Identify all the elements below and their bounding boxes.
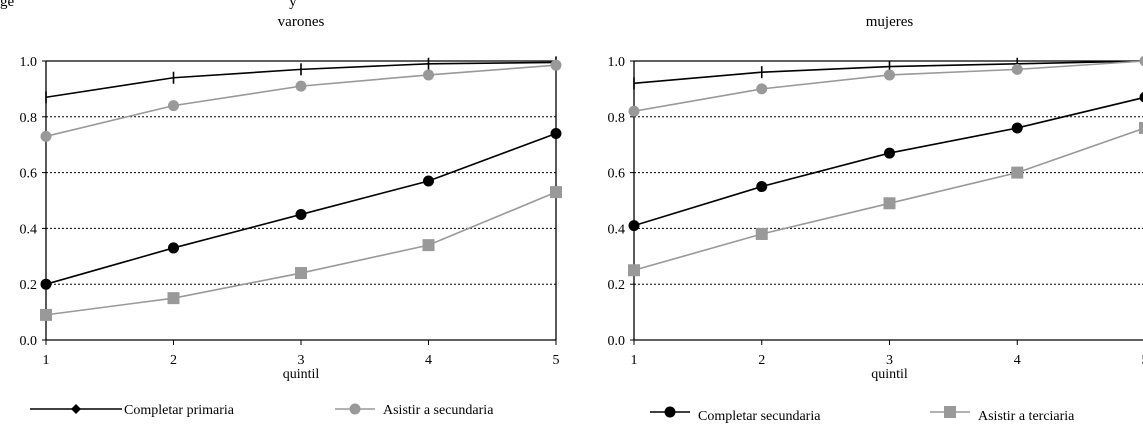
x-axis-label: quintil [871,367,908,382]
y-tick-label: 0.0 [608,334,626,349]
chart-title: varones [278,14,325,30]
series-completar-secundaria [628,92,1143,232]
figure-header: ge y [0,0,297,11]
series-asistir-a-secundaria [40,59,562,142]
data-point [884,147,895,159]
y-tick-label: 0.0 [20,334,38,349]
y-tick-label: 0.6 [608,167,626,182]
data-point [423,69,434,81]
chart-panel-mujeres: mujeres 0.0 0.2 0.4 0.6 0.8 1.0 1 2 3 4 5 quintil [608,14,1143,382]
y-tick-label: 0.2 [608,278,626,293]
legend-left: Completar primaria Asistir a secundaria [30,403,494,418]
data-point [1011,122,1023,134]
data-point [168,242,179,254]
chart-title: mujeres [866,14,914,30]
data-point [1139,121,1143,134]
series-line [633,60,1143,113]
data-point [167,292,180,305]
data-point [1011,63,1023,75]
series-line [45,64,557,138]
x-tick-label: 2 [170,353,177,368]
legend-right: Completar secundaria Asistir a terciaria [650,406,1075,424]
series-asistir-a-secundaria [628,55,1143,117]
x-tick-label: 4 [1014,353,1021,368]
y-tick-label: 0.6 [20,167,38,182]
legend-marker [944,406,956,418]
legend-label: Asistir a terciaria [978,409,1075,424]
legend-marker [71,404,81,414]
header-fragment: ge [0,0,15,10]
series-completar-secundaria [40,128,562,290]
legend-label: Asistir a secundaria [383,403,494,418]
data-point [884,69,895,81]
data-point [1011,166,1024,179]
data-point [423,175,434,187]
data-point [628,105,640,117]
x-tick-label: 5 [553,353,560,368]
x-tick-label: 5 [1142,353,1143,368]
legend-marker [349,403,361,415]
legend-item-completar-primaria: Completar primaria [30,403,235,418]
legend-label: Completar secundaria [698,409,821,424]
legend-item-completar-secundaria: Completar secundaria [650,406,821,424]
data-point [756,181,768,193]
data-point [40,278,52,290]
data-point [1139,55,1143,67]
data-point [550,186,562,199]
header-fragment-2: y [289,0,297,10]
y-tick-label: 1.0 [608,55,626,70]
x-tick-label: 1 [43,353,50,368]
legend-item-asistir-a-secundaria: Asistir a secundaria [335,403,494,418]
data-point [550,128,562,140]
x-axis-label: quintil [283,367,320,382]
data-point [755,227,768,240]
y-tick-label: 0.8 [20,111,38,126]
series-asistir-a-terciaria [40,186,562,321]
data-point [756,83,768,95]
series-completar-primaria [45,56,557,104]
legend-label: Completar primaria [124,403,235,418]
data-point [883,197,896,210]
series-asistir-a-terciaria [628,121,1143,277]
data-point [628,220,640,232]
data-point [295,208,307,220]
data-point [1139,92,1143,103]
y-tick-label: 1.0 [20,55,38,70]
y-tick-label: 0.4 [608,222,626,237]
data-point [168,100,179,112]
y-tick-label: 0.8 [608,111,626,126]
series-line [45,132,557,285]
y-tick-label: 0.2 [20,278,38,293]
x-tick-label: 1 [631,353,638,368]
x-tick-label: 3 [886,353,893,368]
data-point [40,130,52,142]
y-tick-label: 0.4 [20,222,38,237]
data-point [422,239,435,252]
data-point [295,80,307,92]
chart-panel-varones: varones 0.0 0.2 0.4 0.6 0.8 1.0 1 2 3 4 5 quintil [20,14,562,382]
data-point [295,267,307,280]
x-tick-label: 2 [758,353,765,368]
legend-marker [664,406,676,418]
legend-item-asistir-a-terciaria: Asistir a terciaria [930,406,1075,424]
data-point [628,264,640,277]
data-point [40,308,52,321]
x-tick-label: 3 [298,353,305,368]
data-point [550,59,562,71]
x-tick-label: 4 [425,353,432,368]
